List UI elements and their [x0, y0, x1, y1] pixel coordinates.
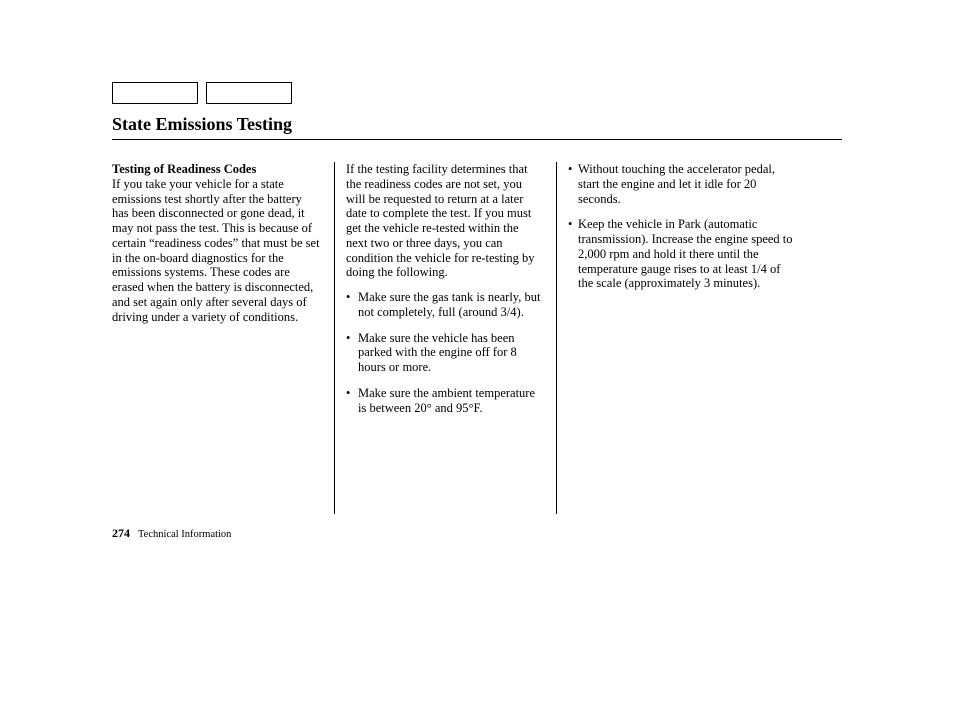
header-box-left: [112, 82, 198, 104]
col1-body: If you take your vehicle for a state emi…: [112, 177, 320, 324]
column-3: Without touching the accelerator pedal, …: [556, 162, 796, 514]
col1-paragraph: Testing of Readiness Codes If you take y…: [112, 162, 320, 324]
title-rule: [112, 139, 842, 140]
column-1: Testing of Readiness Codes If you take y…: [112, 162, 334, 514]
header-boxes: [112, 82, 842, 104]
col2-bullet-list: Make sure the gas tank is nearly, but no…: [346, 290, 542, 415]
col2-intro: If the testing facility determines that …: [346, 162, 542, 280]
section-title: State Emissions Testing: [112, 114, 842, 135]
list-item: Keep the vehicle in Park (automatic tran…: [568, 217, 796, 291]
header-box-right: [206, 82, 292, 104]
list-item: Make sure the gas tank is nearly, but no…: [346, 290, 542, 320]
list-item: Make sure the vehicle has been parked wi…: [346, 331, 542, 375]
col3-bullet-list: Without touching the accelerator pedal, …: [568, 162, 796, 291]
text-columns: Testing of Readiness Codes If you take y…: [112, 162, 842, 514]
column-2: If the testing facility determines that …: [334, 162, 556, 514]
page-number: 274: [112, 526, 130, 541]
list-item: Without touching the accelerator pedal, …: [568, 162, 796, 206]
col1-subheading: Testing of Readiness Codes: [112, 162, 256, 176]
list-item: Make sure the ambient temperature is bet…: [346, 386, 542, 416]
footer-section-label: Technical Information: [138, 529, 231, 540]
page-footer: 274 Technical Information: [112, 526, 842, 541]
document-page: State Emissions Testing Testing of Readi…: [112, 82, 842, 541]
